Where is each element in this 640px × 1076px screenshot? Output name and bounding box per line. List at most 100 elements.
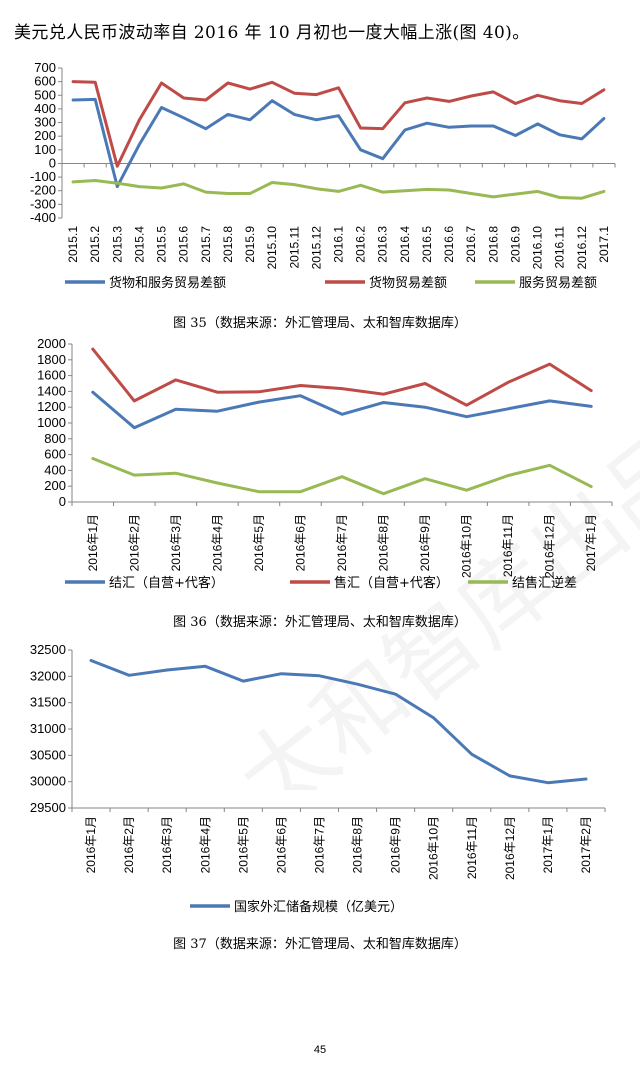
data-point [315,93,318,96]
data-point [465,489,468,492]
data-point [340,387,344,390]
series-line-1 [89,659,588,785]
y-tick-label: 1200 [37,399,66,414]
y-tick-label: -200 [30,183,56,198]
data-point [174,408,177,411]
x-tick-label: 2016年11月 [501,514,515,577]
data-point [590,485,593,488]
x-tick-label: 2015.9 [243,226,257,263]
x-tick-label: 2016年6月 [293,514,307,571]
x-tick-label: 2016.5 [420,226,434,263]
x-tick-label: 2016年2月 [122,816,136,873]
data-point [242,679,245,683]
data-point [514,134,517,137]
data-point [248,118,252,121]
x-tick-label: 2015.3 [110,226,124,263]
data-point [270,81,274,84]
data-point [116,185,119,188]
data-point [580,137,583,141]
data-point [71,180,75,184]
data-point [508,774,511,778]
data-point [359,148,362,151]
data-point [602,190,606,193]
y-tick-label: 400 [44,462,66,477]
data-point [138,185,141,188]
x-tick-label: 2015.10 [265,226,279,270]
x-tick-label: 2016.12 [575,226,589,270]
data-point [492,90,495,94]
legend-label: 服务贸易差额 [519,275,597,291]
data-point [359,184,362,187]
y-tick-label: 100 [34,142,56,157]
x-tick-label: 2016年1月 [84,816,98,873]
data-point [160,81,163,85]
data-point [248,192,252,195]
x-tick-label: 2016年4月 [210,514,224,571]
data-point [133,399,136,403]
data-point [359,126,362,130]
x-tick-label: 2016年3月 [169,514,183,571]
x-tick-label: 2016年12月 [543,514,557,578]
x-tick-label: 2016年9月 [418,514,432,571]
y-tick-label: 800 [44,431,66,446]
data-point [226,113,230,116]
y-tick-label: 0 [59,494,66,509]
y-tick-label: 30500 [30,747,66,762]
x-tick-label: 2015.12 [309,226,323,270]
x-tick-label: 2016年6月 [274,816,288,873]
data-point [381,157,384,160]
data-point [138,118,141,121]
data-point [492,124,495,128]
data-point [492,195,495,199]
x-tick-label: 2016.7 [464,226,478,263]
y-tick-label: 2000 [37,336,66,351]
x-tick-label: 2016.10 [531,226,545,270]
data-point [160,186,163,190]
data-point [116,165,119,168]
data-point [602,117,606,120]
y-tick-label: 31000 [30,721,66,736]
series-line-2 [91,347,593,407]
data-point [465,415,468,418]
x-tick-label: 2016.8 [486,226,500,263]
x-tick-label: 2016年9月 [389,816,403,873]
data-point [182,96,185,100]
data-point [337,86,340,89]
data-point [204,190,207,194]
data-point [382,492,385,495]
data-point [580,102,583,105]
data-point [546,781,550,784]
data-point [382,401,385,404]
legend-label: 国家外汇储备规模（亿美元） [234,899,403,915]
data-point [299,490,302,493]
y-tick-label: 32000 [30,668,66,683]
chart-37-svg: 29500 30000 30500 31000 31500 32000 32500 2016年… [30,642,606,915]
x-tick-label: 2016年2月 [127,514,141,571]
data-point [166,668,169,672]
data-point [293,183,296,186]
x-tick-label: 2016年12月 [503,816,517,880]
x-tick-label: 2016.4 [398,226,412,263]
chart-35: -400 -300 -200 -100 0 100 200 300 400 500 600 700 20… [0,58,640,298]
data-point [293,113,296,116]
x-tick-label: 2016年11月 [465,816,479,879]
y-tick-label: 31500 [30,695,66,710]
y-tick-label: 600 [44,447,66,462]
x-tick-label: 2016.9 [508,226,522,263]
x-tick-label: 2016年10月 [427,816,441,880]
data-point [257,390,261,393]
data-point [71,80,75,83]
data-point [403,128,407,132]
x-tick-label: 2016年3月 [160,816,174,873]
data-point [536,190,539,193]
x-tick-label: 2015.5 [155,226,169,263]
data-point [507,381,510,384]
data-point [226,192,230,195]
x-tick-label: 2015.7 [199,226,213,263]
chart-36-caption: 图 36（数据来源：外汇管理局、太和智库数据库） [173,615,467,630]
data-point [71,98,75,102]
legend-label: 货物和服务贸易差额 [109,275,226,291]
series-line-3 [71,179,606,200]
y-tick-label: 700 [34,60,56,75]
data-point [160,106,163,109]
